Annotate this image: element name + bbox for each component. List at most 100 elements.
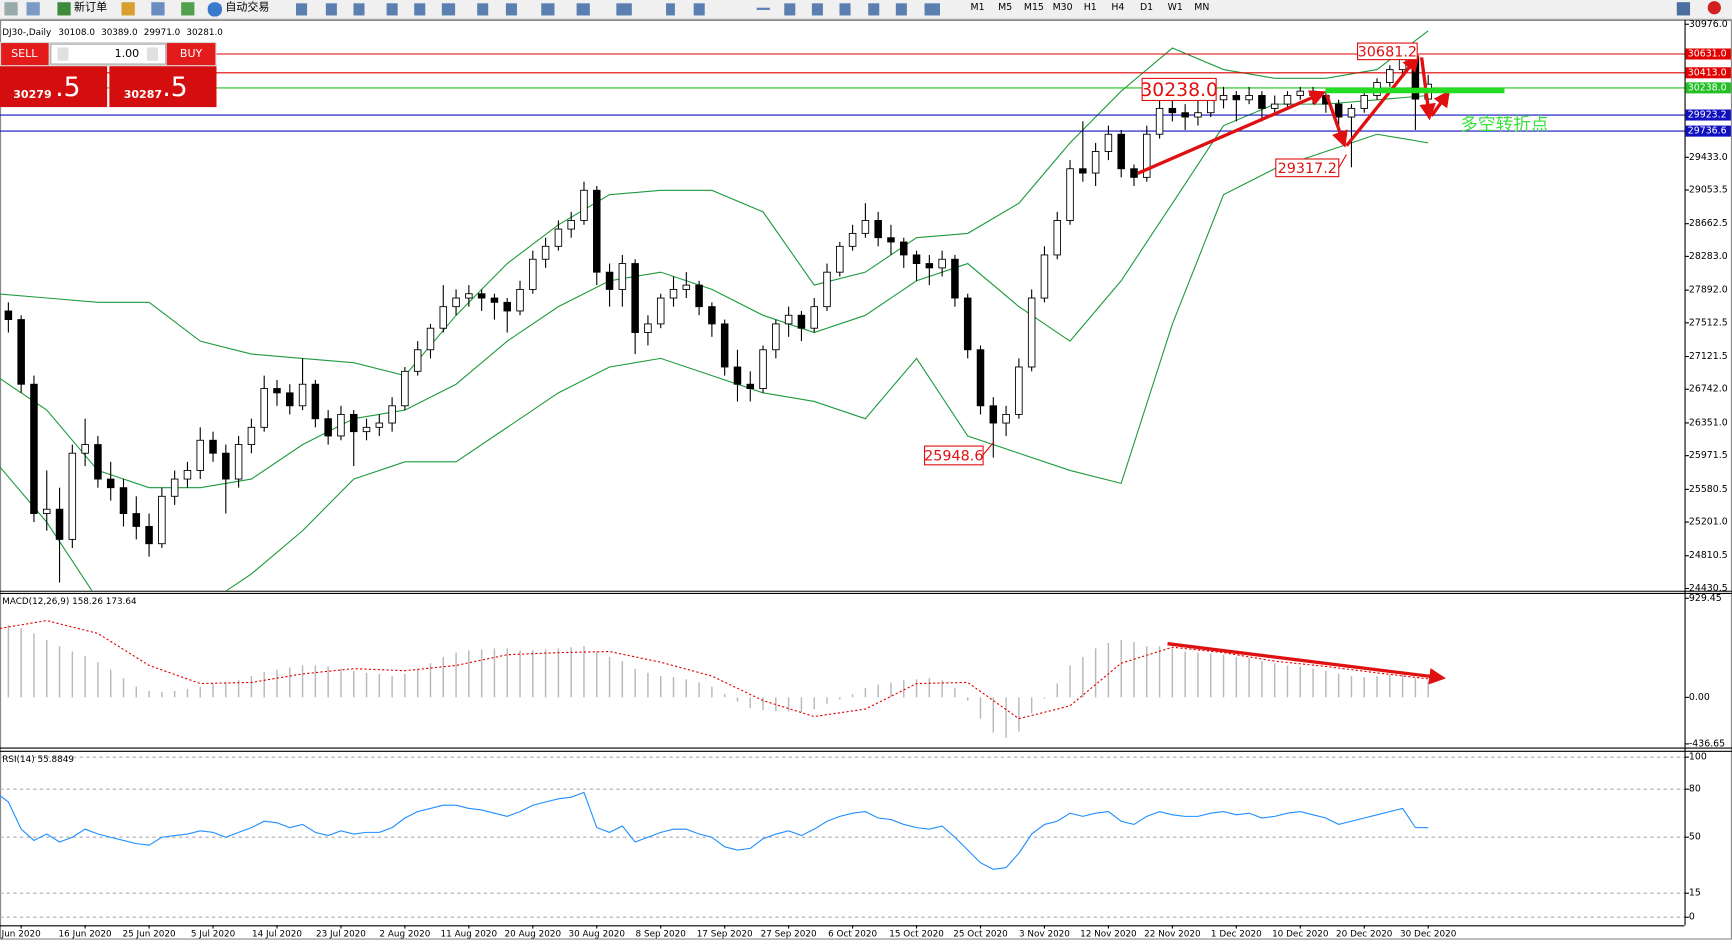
timeframe-button[interactable]: M5 xyxy=(998,2,1012,13)
notification-badge[interactable] xyxy=(1707,1,1721,15)
icon[interactable] xyxy=(296,3,308,16)
timeframe-button[interactable]: H1 xyxy=(1084,2,1097,13)
icon[interactable] xyxy=(616,3,632,16)
sell-button[interactable] xyxy=(1,43,49,66)
y-tick-label: 26742.0 xyxy=(1689,384,1728,395)
timeframe-button[interactable]: H4 xyxy=(1111,2,1124,13)
auto-trade-button[interactable]: 自动交易 xyxy=(225,0,269,14)
icon[interactable] xyxy=(666,3,675,16)
icon[interactable] xyxy=(895,3,907,16)
candle-body xyxy=(861,220,870,234)
x-tick-label: 6 Oct 2020 xyxy=(828,930,877,940)
x-tick-label: 5 Jul 2020 xyxy=(191,930,236,940)
trend-arrow xyxy=(1137,90,1327,175)
candle-body xyxy=(1053,220,1062,256)
macd-pane xyxy=(0,620,1429,738)
macd-divergence-arrow xyxy=(1167,642,1446,685)
new-order-button[interactable]: 新订单 xyxy=(74,0,107,14)
icon[interactable] xyxy=(121,2,135,16)
icon[interactable] xyxy=(811,3,823,16)
candle-body xyxy=(158,495,166,545)
bid-pips[interactable]: .5 xyxy=(55,72,80,103)
candle-body xyxy=(823,271,831,308)
icon[interactable] xyxy=(924,3,941,16)
lot-down[interactable] xyxy=(57,47,69,61)
y-tick-label: 30976.0 xyxy=(1689,19,1728,30)
annotation-label: 29317.2 xyxy=(1278,161,1337,177)
icon[interactable] xyxy=(26,2,40,16)
candle-body xyxy=(247,426,256,446)
candle-body xyxy=(68,452,77,540)
candle-body xyxy=(759,349,767,389)
buy-label[interactable]: BUY xyxy=(180,47,203,60)
icon[interactable] xyxy=(181,2,195,16)
icon[interactable] xyxy=(4,2,18,16)
candle-body xyxy=(286,392,294,407)
icon[interactable] xyxy=(477,3,489,16)
y-tick-label: 100 xyxy=(1689,752,1707,763)
timeframe-button[interactable]: MN xyxy=(1194,2,1209,13)
icon[interactable] xyxy=(839,3,851,16)
lot-up[interactable] xyxy=(146,47,158,61)
candle-body xyxy=(222,452,230,480)
buy-button[interactable] xyxy=(166,43,216,66)
timeframe-button[interactable]: M30 xyxy=(1053,2,1073,13)
candle-body xyxy=(145,526,153,545)
y-tick-label: 25971.5 xyxy=(1689,450,1728,461)
bid-box[interactable] xyxy=(0,66,108,108)
icon[interactable] xyxy=(576,3,590,16)
sell-label[interactable]: SELL xyxy=(11,47,38,60)
new-order-icon[interactable] xyxy=(57,2,71,16)
candle-body xyxy=(465,293,473,299)
search-icon[interactable] xyxy=(1676,2,1691,16)
candle-body xyxy=(772,323,780,351)
trend-arrow xyxy=(1345,54,1420,147)
candle-body xyxy=(42,508,51,514)
level-tag xyxy=(1685,82,1731,94)
icon[interactable] xyxy=(353,3,365,16)
candle-body xyxy=(30,383,38,514)
icon[interactable] xyxy=(151,2,165,16)
annotation-box xyxy=(923,445,984,466)
candle-body xyxy=(784,314,793,325)
icon[interactable] xyxy=(505,3,517,16)
candle-body xyxy=(605,271,614,290)
ask-pips[interactable]: .5 xyxy=(162,72,187,103)
candle-body xyxy=(234,444,243,480)
candle-body xyxy=(94,444,102,480)
annotation-box xyxy=(1356,42,1418,61)
icon[interactable] xyxy=(325,3,337,16)
timeframe-button[interactable]: W1 xyxy=(1168,2,1183,13)
candle-body xyxy=(1181,112,1189,118)
bollinger-band xyxy=(0,133,1429,591)
icon[interactable] xyxy=(541,3,555,16)
icon[interactable] xyxy=(386,3,398,16)
timeframe-button[interactable]: M15 xyxy=(1024,2,1044,13)
icon[interactable] xyxy=(784,3,796,16)
icon[interactable] xyxy=(693,3,705,16)
candle-body xyxy=(1066,168,1074,221)
candle-body xyxy=(196,439,204,471)
timeframe-button[interactable]: M1 xyxy=(971,2,985,13)
lot-value[interactable]: 1.00 xyxy=(115,47,140,60)
trend-arrow xyxy=(1430,90,1451,117)
timeframe-bar: M1 M5 M15 M30 H1 H4 D1 W1 MN xyxy=(971,2,1210,13)
bid-price[interactable]: 30279 xyxy=(13,88,51,101)
close: 30281.0 xyxy=(186,28,223,38)
y-tick-label: 80 xyxy=(1689,784,1701,795)
annotation-label: 30681.2 xyxy=(1358,44,1417,60)
icon[interactable] xyxy=(441,3,456,16)
ask-box[interactable] xyxy=(109,66,217,108)
ask-price[interactable]: 30287 xyxy=(124,88,162,101)
trend-arrow xyxy=(1325,94,1348,148)
candle-body xyxy=(311,383,320,420)
timeframe-button[interactable]: D1 xyxy=(1140,2,1153,13)
icon[interactable] xyxy=(756,7,770,10)
candle-body xyxy=(682,284,691,290)
lot-input[interactable] xyxy=(50,43,167,65)
auto-trade-icon[interactable] xyxy=(207,2,223,17)
icon[interactable] xyxy=(868,3,880,16)
icon[interactable] xyxy=(414,3,426,16)
candle-body xyxy=(1143,133,1151,178)
